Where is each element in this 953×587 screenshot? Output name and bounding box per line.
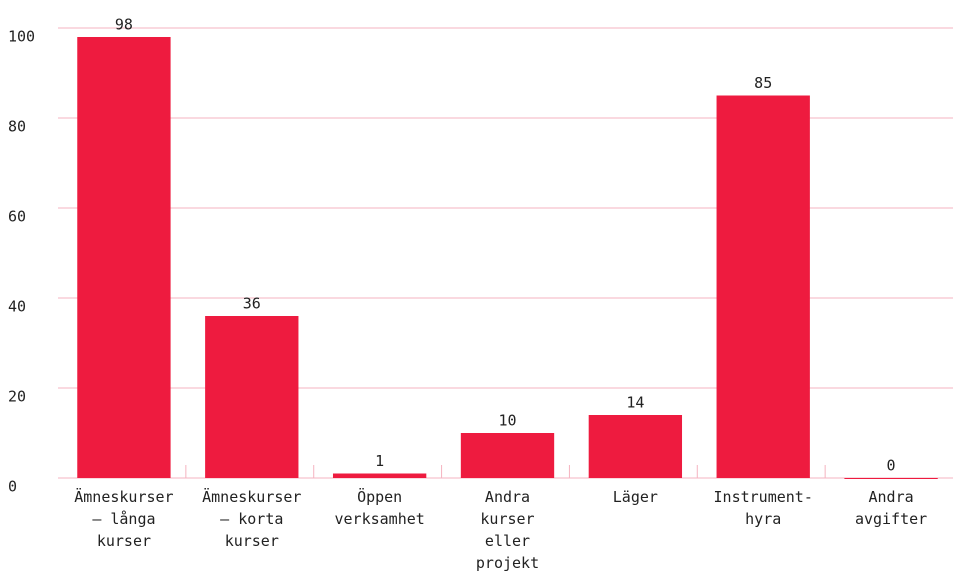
x-tick-label: Öppen verksamhet <box>334 487 424 528</box>
value-label: 36 <box>243 295 261 313</box>
y-tick-label: 40 <box>8 298 26 316</box>
x-tick-label: Andra avgifter <box>855 488 927 528</box>
x-tick-label: Instrument-hyra <box>714 488 813 528</box>
y-tick-label: 60 <box>8 208 26 226</box>
y-tick-label: 100 <box>8 28 35 46</box>
y-tick-label: 20 <box>8 388 26 406</box>
y-tick-label: 0 <box>8 478 17 496</box>
bar <box>716 95 810 478</box>
x-tick-label: Läger <box>613 488 658 506</box>
bar <box>205 316 299 478</box>
value-label: 85 <box>754 74 772 92</box>
x-tick-label: Ämneskurser – långa kurser <box>74 487 173 550</box>
value-label: 0 <box>887 457 896 475</box>
bar <box>844 478 938 479</box>
value-label: 98 <box>115 16 133 34</box>
x-tick-label: Andra kurser eller projekt <box>476 488 539 572</box>
value-label: 14 <box>626 394 644 412</box>
bar <box>460 433 555 478</box>
bar <box>588 415 683 478</box>
value-label: 1 <box>375 452 384 470</box>
x-tick-label: Ämneskurser – korta kurser <box>202 487 301 550</box>
y-tick-label: 80 <box>8 118 26 136</box>
value-label: 10 <box>498 412 516 430</box>
bar <box>332 473 427 478</box>
bar <box>77 37 171 478</box>
